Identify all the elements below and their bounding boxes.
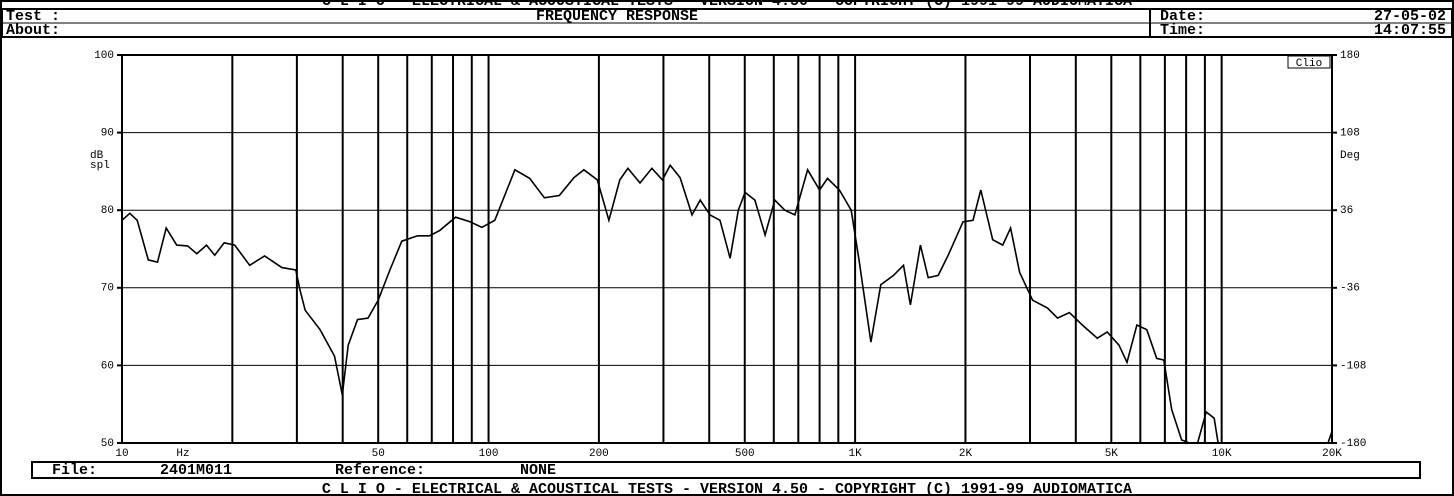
- date-label: Date:: [1160, 8, 1205, 25]
- reference-value: NONE: [520, 462, 556, 479]
- file-box: [31, 461, 1421, 479]
- x-tick-label: 1K: [849, 448, 863, 460]
- y-tick-label: 60: [101, 360, 114, 372]
- file-label: File:: [52, 462, 97, 479]
- y2-tick-label: -108: [1340, 360, 1366, 372]
- x-tick-label: 500: [735, 448, 755, 460]
- y-axis-label: dB spl: [90, 150, 110, 172]
- x-tick-label: 10: [115, 448, 128, 460]
- y-tick-label: 90: [101, 128, 114, 140]
- y-tick-label: 80: [101, 205, 114, 217]
- time-value: 14:07:55: [1374, 22, 1446, 39]
- plot-frame: [121, 54, 1333, 444]
- top-banner: C L I O - ELECTRICAL & ACOUSTICAL TESTS …: [322, 0, 1132, 10]
- y-tick-label: 50: [101, 438, 114, 450]
- y2-axis-label: Deg: [1340, 150, 1360, 162]
- y2-tick-label: -36: [1340, 283, 1360, 295]
- y2-tick-label: 180: [1340, 50, 1360, 62]
- file-name: 2401M011: [160, 462, 232, 479]
- x-tick-label: 20K: [1322, 448, 1342, 460]
- x-tick-label: 50: [372, 448, 385, 460]
- y-tick-label: 70: [101, 283, 114, 295]
- x-tick-label: 200: [589, 448, 609, 460]
- y2-tick-label: -180: [1340, 438, 1366, 450]
- chart-title: FREQUENCY RESPONSE: [536, 8, 698, 25]
- date-value: 27-05-02: [1374, 8, 1446, 25]
- logo: Clio: [1296, 58, 1322, 70]
- test-label: Test :: [6, 8, 60, 25]
- x-tick-label: 2K: [959, 448, 973, 460]
- reference-label: Reference:: [335, 462, 425, 479]
- time-label: Time:: [1160, 22, 1205, 39]
- x-tick-label: 5K: [1105, 448, 1119, 460]
- y2-tick-label: 108: [1340, 128, 1360, 140]
- x-tick-label: 10K: [1212, 448, 1232, 460]
- x-axis-label: Hz: [176, 448, 189, 460]
- bottom-banner: C L I O - ELECTRICAL & ACOUSTICAL TESTS …: [322, 481, 1132, 496]
- response-curve: [121, 163, 1333, 444]
- about-label: About:: [6, 22, 60, 39]
- y2-tick-label: 36: [1340, 205, 1353, 217]
- y-tick-label: 100: [94, 50, 114, 62]
- x-tick-label: 100: [479, 448, 499, 460]
